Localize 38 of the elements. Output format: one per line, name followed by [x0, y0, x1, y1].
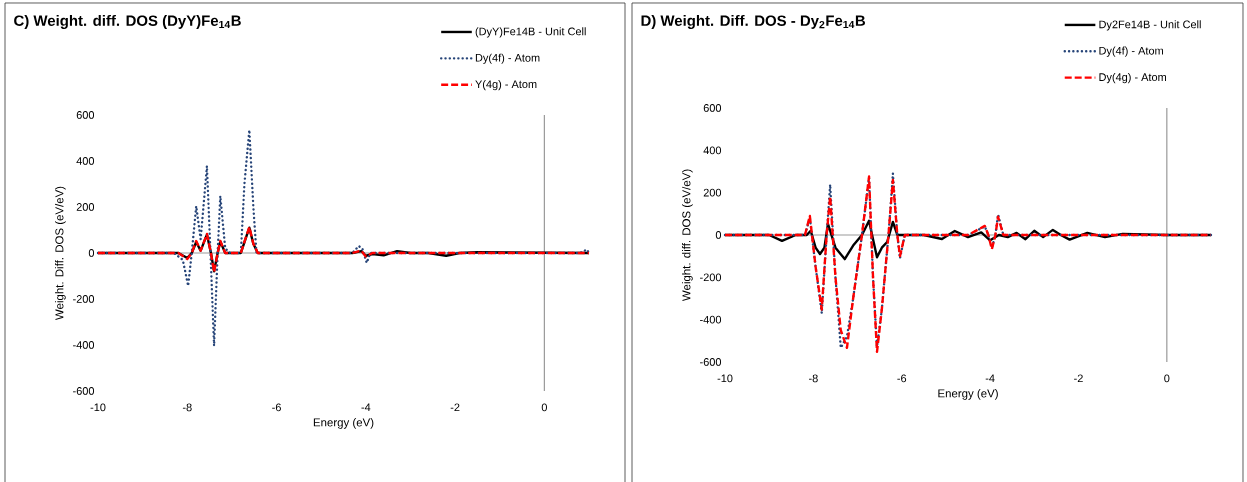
y-tick-label: -600 — [700, 358, 722, 366]
y-tick-label: 400 — [703, 146, 722, 155]
y-tick-label: 400 — [76, 157, 95, 165]
chart-title: C) Weight. diff. DOS (DyY)Fe$_{14}$B — [14, 14, 241, 29]
y-tick-label: -400 — [700, 315, 722, 324]
x-tick-label: -6 — [897, 374, 907, 383]
y-axis-title: Weight. Diff. DOS (eV/eV) — [55, 186, 66, 320]
x-tick-label: -8 — [182, 403, 192, 412]
x-tick-label: -8 — [808, 374, 818, 383]
legend-label: (DyY)Fe14B - Unit Cell — [475, 27, 586, 38]
x-tick-label: -4 — [361, 403, 371, 412]
x-tick-label: -2 — [1074, 374, 1083, 383]
legend-label: Dy(4g) - Atom — [1099, 72, 1166, 84]
y-axis-title: Weight. diff. DOS (eV/eV) — [682, 169, 693, 302]
y-tick-label: 600 — [703, 104, 722, 112]
x-axis-title: Energy (eV) — [938, 389, 998, 400]
x-tick-label: -10 — [90, 403, 106, 412]
y-tick-label: 200 — [76, 203, 95, 211]
x-tick-label: -10 — [717, 374, 733, 383]
y-tick-label: -200 — [73, 295, 95, 303]
y-tick-label: -600 — [73, 387, 95, 395]
legend-label: Y(4g) - Atom — [475, 80, 537, 91]
y-tick-label: 600 — [76, 111, 95, 119]
y-tick-label: -200 — [700, 273, 722, 282]
y-tick-label: -400 — [73, 341, 95, 349]
x-tick-label: 0 — [1164, 374, 1170, 383]
y-tick-label: 0 — [88, 249, 95, 257]
x-tick-label: -4 — [985, 374, 995, 383]
chart-title: D) Weight. Diff. DOS - Dy$_{2}$Fe$_{14}$B — [641, 14, 866, 29]
x-tick-label: -6 — [272, 403, 281, 412]
x-axis-title: Energy (eV) — [313, 418, 374, 429]
x-tick-label: -2 — [450, 403, 460, 412]
y-tick-label: 0 — [715, 231, 722, 239]
y-tick-label: 200 — [703, 188, 722, 197]
x-tick-label: 0 — [541, 403, 547, 412]
legend-label: Dy2Fe14B - Unit Cell — [1099, 20, 1201, 31]
legend-label: Dy(4f) - Atom — [475, 53, 540, 64]
legend-label: Dy(4f) - Atom — [1099, 46, 1163, 57]
